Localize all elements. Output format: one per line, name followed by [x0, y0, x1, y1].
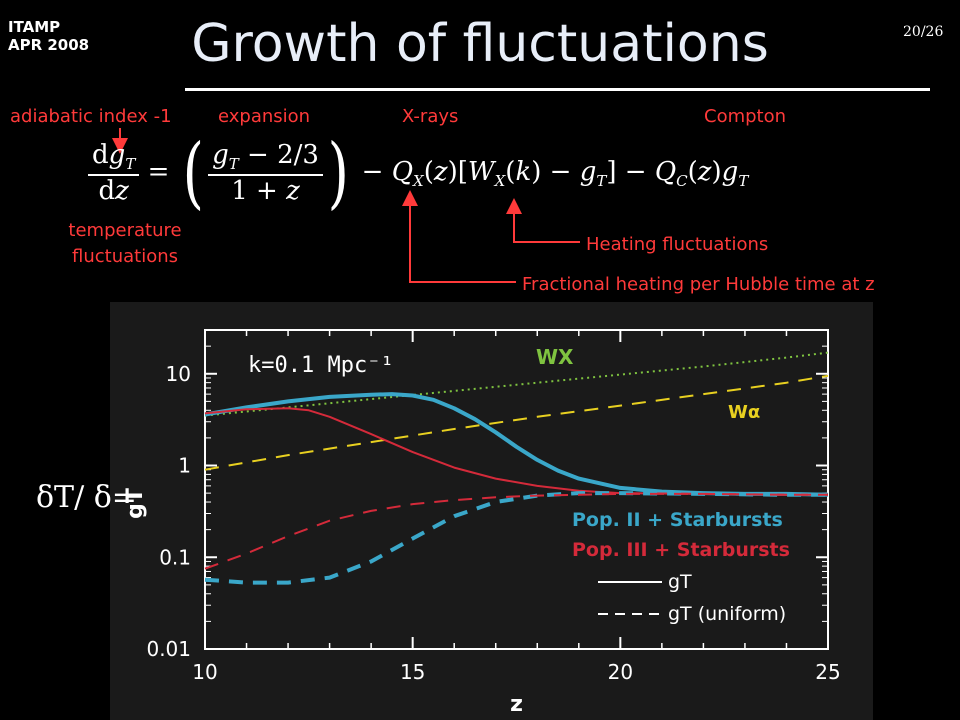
- legend-pop3: Pop. III + Starbursts: [572, 539, 790, 561]
- y-axis-label: gT: [123, 488, 148, 519]
- legend-gt: gT: [668, 571, 692, 593]
- x-tick-label: 25: [815, 660, 840, 684]
- y-tick-label: 0.1: [159, 545, 191, 569]
- page-title: Growth of fluctuations: [191, 14, 769, 74]
- title-rule: [185, 88, 930, 91]
- side-label: δT/ δ=: [36, 480, 137, 515]
- legend-gt-uniform: gT (uniform): [668, 603, 786, 625]
- equation: dgT dz = (gT − 2/3 1 + z) − QX(z)[WX(k) − …: [88, 128, 748, 218]
- legend-pop2: Pop. II + Starbursts: [572, 509, 783, 531]
- chart: 10 15 20 25 10 1 0.1 0.01 z gT k=0.1 Mpc⁻¹ WX Wα Pop.…: [123, 329, 841, 717]
- equation-lhs: dgT dz: [88, 140, 140, 206]
- series-line-2: [204, 392, 829, 497]
- series-line-4: [204, 491, 828, 585]
- x-axis-label: z: [510, 692, 523, 717]
- annotation-xrays: X-rays: [402, 106, 459, 127]
- y-tick-label: 10: [166, 362, 191, 386]
- equation-expansion-term: gT − 2/3 1 + z: [208, 140, 323, 206]
- annotation-arrows: [112, 128, 580, 283]
- page-number: 20/26: [903, 24, 944, 40]
- x-tick-label: 15: [400, 660, 425, 684]
- annotation-expansion: expansion: [218, 106, 311, 127]
- y-tick-label: 1: [178, 454, 191, 478]
- arrow-fractional-heating: [402, 190, 516, 283]
- series-line-5: [204, 492, 828, 570]
- annotation-compton: Compton: [704, 106, 787, 127]
- institute-name: ITAMP: [8, 18, 61, 36]
- chart-panel: [110, 302, 873, 720]
- institute-date: APR 2008: [8, 36, 90, 54]
- series-label-walpha: Wα: [728, 402, 760, 423]
- annotation-heating-fluctuations: Heating fluctuations: [586, 234, 769, 255]
- plot-frame: [204, 329, 829, 650]
- x-tick-label: 10: [192, 660, 217, 684]
- series-line-1: [204, 374, 829, 471]
- arrow-heating-fluctuations: [506, 198, 580, 243]
- annotation-fractional-heating: Fractional heating per Hubble time at z: [522, 274, 875, 295]
- inset-label: k=0.1 Mpc⁻¹: [248, 353, 394, 378]
- x-tick-label: 20: [608, 660, 633, 684]
- y-tick-label: 0.01: [146, 637, 191, 661]
- annotation-temperature: temperature fluctuations: [60, 218, 190, 270]
- annotation-adiabatic: adiabatic index -1: [10, 106, 172, 127]
- series-label-wx: WX: [536, 345, 574, 369]
- institute-label: ITAMP APR 2008: [8, 18, 89, 54]
- annotation-temperature-line1: temperature: [68, 220, 182, 241]
- annotation-temperature-line2: fluctuations: [72, 246, 178, 267]
